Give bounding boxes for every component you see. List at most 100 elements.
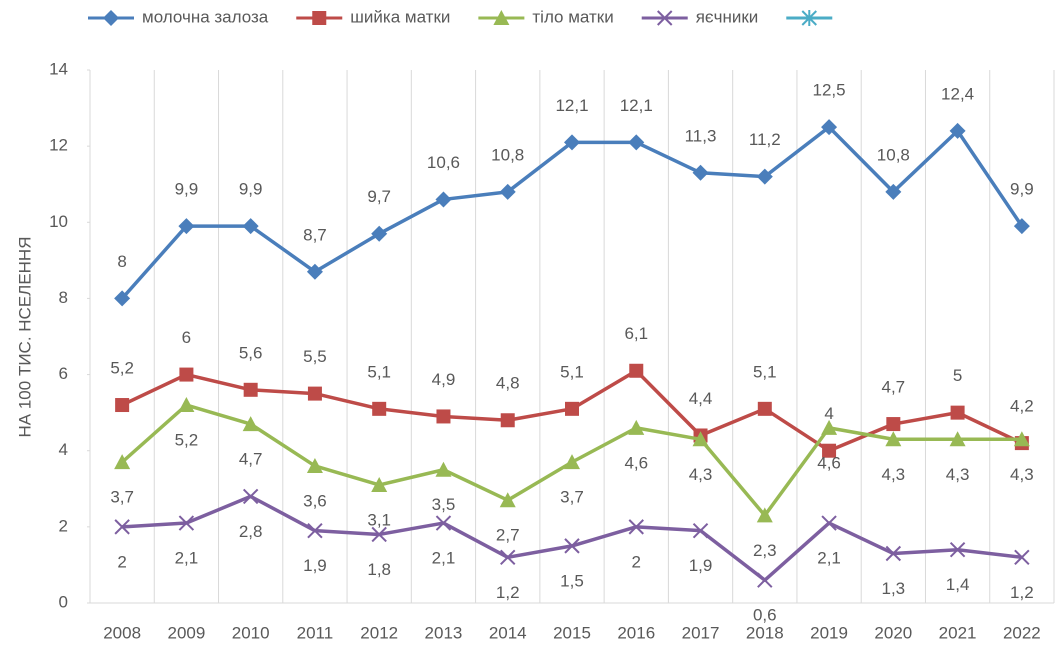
marker [1014,549,1030,566]
data-label: 12,4 [941,84,974,103]
marker [499,183,516,200]
marker [692,522,709,539]
marker [312,11,327,25]
marker [435,515,452,531]
x-tick-label: 2012 [360,623,398,642]
marker [692,431,709,447]
data-label: 6,1 [624,324,648,343]
marker [307,522,323,539]
y-tick-label: 10 [49,212,68,231]
data-label: 12,1 [620,96,653,115]
data-label: 4,7 [882,378,906,397]
marker [629,363,644,378]
data-label: 4,2 [1010,397,1034,416]
data-label: 4 [824,404,833,423]
data-label: 0,6 [753,606,777,625]
data-label: 4,3 [1010,465,1034,484]
data-label: 4,3 [946,465,970,484]
data-label: 1,4 [946,575,970,594]
y-axis-label: НА 100 ТИС. НСЕЛЕННЯ [15,237,34,438]
x-tick-label: 2020 [874,623,912,642]
marker [885,545,902,562]
x-tick-label: 2010 [232,623,270,642]
data-label: 2,1 [432,549,456,568]
marker [565,401,579,416]
marker [564,134,580,151]
marker [949,431,966,447]
data-label: 1,8 [367,560,391,579]
data-label: 4,3 [689,465,713,484]
marker [372,401,387,416]
marker [886,417,901,432]
data-label: 6 [182,328,191,347]
data-label: 9,9 [1010,180,1034,199]
data-label: 9,9 [175,180,199,199]
marker [435,191,452,208]
marker [307,386,322,401]
marker [949,122,966,139]
marker [500,413,515,428]
marker [885,431,902,447]
y-tick-label: 8 [59,288,68,307]
marker [371,225,388,242]
marker [242,488,259,505]
data-label: 4,8 [496,374,520,393]
data-label: 3,7 [110,488,134,507]
x-tick-label: 2016 [617,623,655,642]
x-tick-label: 2015 [553,623,591,642]
marker [822,443,837,458]
legend-label: яєчники [696,7,759,26]
data-label: 3,7 [560,488,584,507]
x-tick-label: 2011 [297,623,334,642]
data-label: 1,2 [496,583,520,602]
marker [115,398,130,413]
data-label: 5,5 [303,347,327,366]
marker [801,10,817,26]
marker [493,10,510,25]
marker [628,519,644,535]
marker [756,507,773,523]
y-tick-label: 12 [49,136,68,155]
data-label: 5,2 [175,431,199,450]
data-label: 2,1 [817,549,841,568]
marker [371,526,387,543]
data-label: 4,9 [432,370,456,389]
data-label: 8 [117,252,126,271]
marker [757,572,773,588]
marker [657,10,673,26]
marker [242,218,259,235]
marker [885,183,902,200]
legend-label: молочна залоза [142,7,269,26]
data-label: 3,5 [432,495,456,514]
y-tick-label: 6 [59,364,68,383]
marker [435,461,452,477]
data-label: 5,2 [110,359,134,378]
data-label: 2 [632,552,641,571]
marker [564,454,580,470]
marker [821,119,838,136]
data-label: 5,6 [239,343,263,362]
x-tick-label: 2021 [939,623,977,642]
marker [950,405,965,420]
data-label: 3,1 [367,510,391,529]
x-tick-label: 2013 [425,623,463,642]
data-label: 12,1 [555,96,588,115]
legend-label: тіло матки [532,7,613,26]
legend-item: шийка матки [296,7,450,26]
data-label: 5,1 [560,362,584,381]
marker [243,382,258,397]
data-label: 2,3 [753,541,777,560]
marker [103,10,119,26]
data-label: 1,9 [689,556,713,575]
data-label: 1,5 [560,571,584,590]
marker [178,397,195,413]
x-tick-label: 2017 [682,623,720,642]
marker [692,164,709,181]
data-label: 11,3 [685,126,717,145]
marker [499,492,516,508]
marker [114,290,131,307]
x-tick-label: 2014 [489,623,527,642]
x-tick-label: 2008 [103,623,141,642]
